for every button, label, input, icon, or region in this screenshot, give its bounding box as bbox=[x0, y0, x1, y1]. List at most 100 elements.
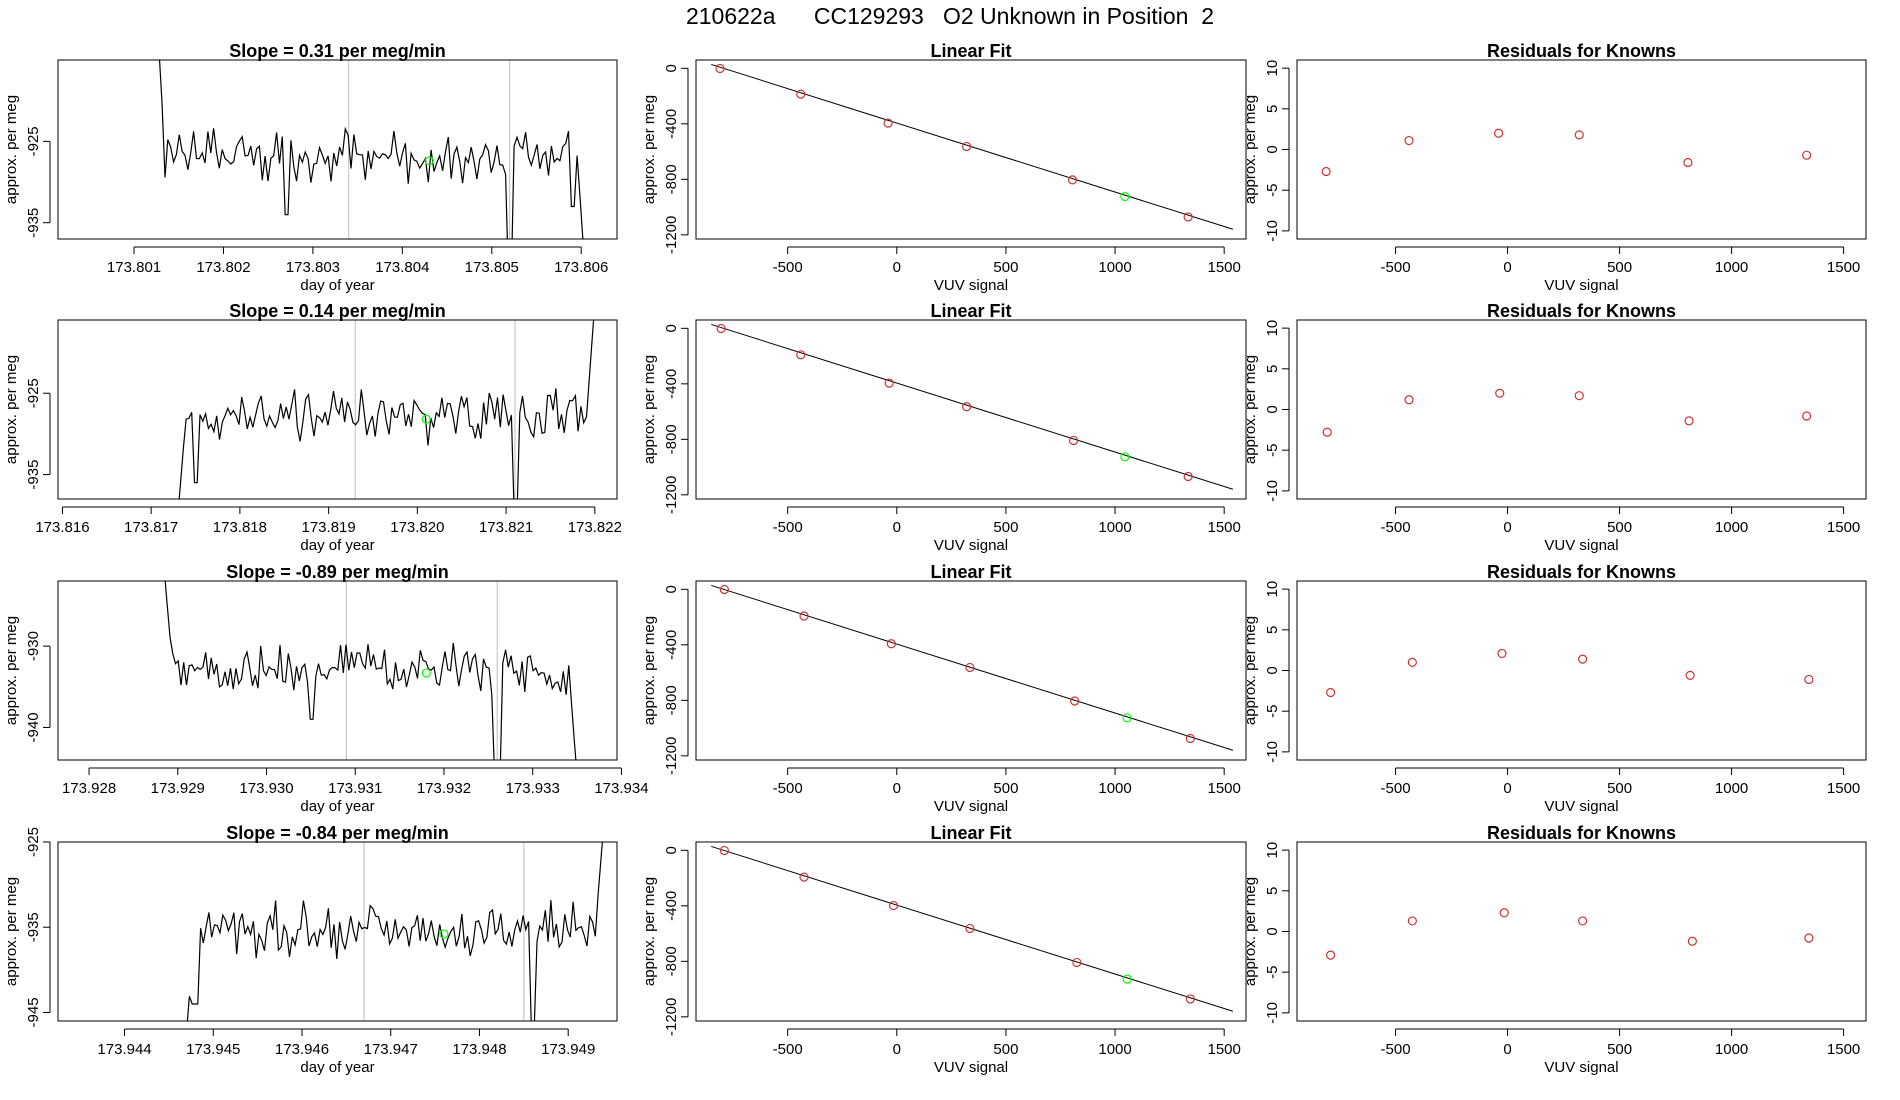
x-tick-label: 0 bbox=[1503, 1041, 1511, 1058]
plot-area bbox=[186, 842, 603, 1021]
x-tick-label: 173.806 bbox=[554, 259, 608, 276]
panel-title: Slope = 0.14 per meg/min bbox=[229, 301, 446, 321]
fit-line bbox=[711, 323, 1234, 490]
panel-title: Linear Fit bbox=[930, 301, 1011, 321]
x-tick-label: -500 bbox=[773, 1041, 803, 1058]
data-point-2 bbox=[799, 872, 809, 882]
y-tick-label: -5 bbox=[1264, 184, 1281, 197]
x-tick-label: 173.946 bbox=[275, 1041, 329, 1058]
x-axis-label: VUV signal bbox=[1544, 1059, 1618, 1076]
x-axis-label: day of year bbox=[300, 537, 374, 554]
x-tick-label: 1500 bbox=[1827, 780, 1860, 797]
series-trace bbox=[186, 842, 603, 1021]
x-tick-label: 173.934 bbox=[594, 780, 648, 797]
y-tick-label: 0 bbox=[663, 585, 680, 593]
plot-frame bbox=[695, 319, 1247, 500]
data-point-3 bbox=[1497, 648, 1507, 659]
y-axis-label: approx. per meg bbox=[1242, 95, 1259, 204]
unknown-marker bbox=[439, 929, 449, 939]
panel-title: Slope = -0.84 per meg/min bbox=[226, 823, 449, 843]
unknown-point bbox=[1122, 713, 1132, 723]
y-tick-label: -945 bbox=[25, 997, 42, 1027]
x-tick-label: 1000 bbox=[1715, 1041, 1748, 1058]
x-tick-label: 1500 bbox=[1827, 259, 1860, 276]
data-point-5 bbox=[1684, 416, 1694, 426]
x-tick-label: 173.932 bbox=[417, 780, 471, 797]
plot-area bbox=[158, 60, 584, 239]
x-tick-label: 173.817 bbox=[124, 519, 178, 536]
x-tick-label: 173.819 bbox=[302, 519, 356, 536]
x-tick-label: 173.804 bbox=[375, 259, 429, 276]
y-tick-label: -925 bbox=[25, 827, 42, 857]
x-axis-label: day of year bbox=[300, 1059, 374, 1076]
panel-title: Residuals for Knowns bbox=[1487, 301, 1676, 321]
x-tick-label: 173.949 bbox=[541, 1041, 595, 1058]
unknown-point bbox=[1120, 191, 1130, 202]
plot-frame bbox=[57, 319, 618, 500]
panel-title: Linear Fit bbox=[930, 823, 1011, 843]
unknown-marker bbox=[424, 156, 434, 166]
x-tick-label: -500 bbox=[1381, 519, 1411, 536]
y-tick-label: -800 bbox=[663, 685, 680, 715]
x-tick-label: 0 bbox=[893, 519, 901, 536]
plot-frame bbox=[1296, 59, 1867, 240]
y-tick-label: -10 bbox=[1264, 741, 1281, 763]
y-axis-label: approx. per meg bbox=[1242, 355, 1259, 464]
x-axis-label: VUV signal bbox=[934, 1059, 1008, 1076]
y-tick-label: -1200 bbox=[663, 737, 680, 775]
data-point-3 bbox=[1499, 908, 1509, 918]
x-tick-label: 500 bbox=[993, 1041, 1018, 1058]
y-tick-label: -800 bbox=[663, 424, 680, 454]
unknown-point bbox=[1120, 452, 1130, 462]
x-tick-label: 1000 bbox=[1098, 519, 1131, 536]
data-point-4 bbox=[1578, 654, 1588, 664]
x-tick-label: 173.929 bbox=[151, 780, 205, 797]
x-tick-label: 173.822 bbox=[568, 519, 622, 536]
y-axis-label: approx. per meg bbox=[3, 95, 20, 204]
series-trace bbox=[158, 60, 584, 239]
data-point-2 bbox=[799, 611, 809, 621]
x-tick-label: 173.816 bbox=[35, 519, 89, 536]
plot-frame bbox=[695, 580, 1247, 761]
chart-panel-9: Residuals for Knowns -500 0 500 1000 1500 VUV … bbox=[1242, 562, 1867, 815]
x-tick-label: 500 bbox=[1607, 519, 1632, 536]
y-tick-label: -400 bbox=[663, 630, 680, 660]
y-tick-label: -1200 bbox=[663, 216, 680, 254]
y-axis-label: approx. per meg bbox=[3, 616, 20, 725]
x-tick-label: 173.803 bbox=[286, 259, 340, 276]
y-tick-label: -935 bbox=[25, 460, 42, 490]
y-axis-label: approx. per meg bbox=[1242, 616, 1259, 725]
x-tick-label: 1500 bbox=[1207, 519, 1240, 536]
x-tick-label: -500 bbox=[1381, 780, 1411, 797]
plot-area bbox=[1326, 648, 1814, 698]
chart-panel-7: Slope = -0.89 per meg/min 173.928 173.929 1… bbox=[3, 562, 649, 815]
plot-area bbox=[1326, 908, 1814, 960]
y-tick-label: 0 bbox=[663, 846, 680, 854]
panel-title: Linear Fit bbox=[930, 41, 1011, 61]
page-title: 210622a CC129293 O2 Unknown in Position … bbox=[685, 3, 1215, 29]
y-tick-label: -10 bbox=[1264, 480, 1281, 502]
panel-title: Residuals for Knowns bbox=[1487, 823, 1676, 843]
x-tick-label: 1000 bbox=[1715, 259, 1748, 276]
data-point-3 bbox=[884, 378, 894, 388]
y-tick-label: -400 bbox=[663, 891, 680, 921]
data-point-3 bbox=[1494, 128, 1504, 138]
chart-panel-1: Slope = 0.31 per meg/min 173.801 173.802 17… bbox=[3, 41, 618, 294]
fit-line bbox=[711, 845, 1234, 1012]
x-tick-label: 500 bbox=[1607, 780, 1632, 797]
x-tick-label: 0 bbox=[893, 259, 901, 276]
y-tick-label: 0 bbox=[1264, 927, 1281, 935]
x-tick-label: 173.930 bbox=[239, 780, 293, 797]
y-axis-label: approx. per meg bbox=[3, 355, 20, 464]
x-tick-label: 0 bbox=[1503, 780, 1511, 797]
y-tick-label: 0 bbox=[1264, 666, 1281, 674]
data-point-6 bbox=[1185, 733, 1195, 744]
data-point-5 bbox=[1067, 175, 1078, 185]
data-point-1 bbox=[716, 323, 726, 334]
y-tick-label: -935 bbox=[25, 912, 42, 942]
y-tick-label: -5 bbox=[1264, 444, 1281, 457]
chart-panel-4: Slope = 0.14 per meg/min 173.816 173.817 17… bbox=[3, 301, 622, 554]
x-tick-label: 500 bbox=[993, 780, 1018, 797]
plot-area bbox=[711, 63, 1234, 230]
